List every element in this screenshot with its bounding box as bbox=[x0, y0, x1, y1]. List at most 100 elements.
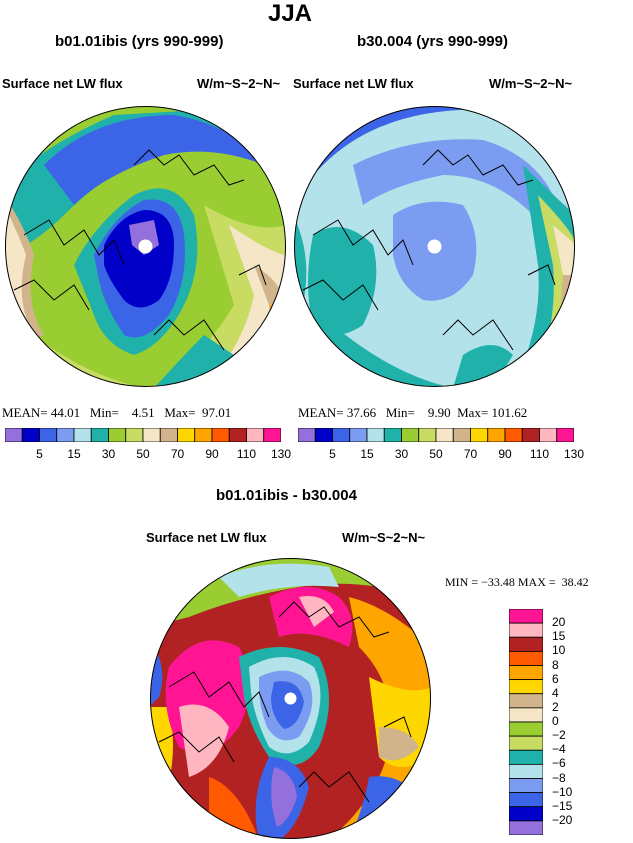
colorbar-swatch bbox=[142, 428, 161, 442]
colorbar-tick-label: 5 bbox=[36, 447, 43, 461]
colorbar-swatch bbox=[556, 428, 574, 442]
colorbar-difference bbox=[509, 609, 543, 835]
min-label: MIN = bbox=[445, 575, 479, 589]
colorbar-swatch bbox=[509, 622, 543, 638]
colorbar-tick-label: −2 bbox=[552, 728, 566, 743]
colorbar-swatch bbox=[509, 792, 543, 808]
colorbar-tick-label: 30 bbox=[101, 447, 116, 461]
colorbar-swatch bbox=[159, 428, 178, 442]
colorbar-swatch bbox=[509, 721, 543, 737]
min-label: Min= bbox=[89, 405, 119, 420]
panel-2-units: W/m~S~2~N~ bbox=[489, 76, 573, 91]
max-label: Max= bbox=[164, 405, 196, 420]
colorbar-swatch bbox=[509, 679, 543, 695]
colorbar-swatch bbox=[366, 428, 385, 442]
mean-value: 44.01 bbox=[50, 405, 81, 420]
colorbar-swatch bbox=[418, 428, 437, 442]
colorbar-swatch bbox=[509, 707, 543, 723]
colorbar-swatch bbox=[39, 428, 58, 442]
polar-map-1 bbox=[5, 106, 286, 387]
colorbar-swatch bbox=[509, 778, 543, 794]
difference-minmax: MIN = −33.48 MAX = 38.42 bbox=[445, 575, 589, 590]
colorbar-swatch bbox=[73, 428, 92, 442]
colorbar-tick-label: 15 bbox=[360, 447, 374, 461]
colorbar-1 bbox=[5, 428, 281, 442]
figure-title: JJA bbox=[267, 0, 313, 27]
panel-2-variable: Surface net LW flux bbox=[293, 76, 414, 91]
colorbar-swatch bbox=[504, 428, 523, 442]
difference-title: b01.01ibis - b30.004 bbox=[216, 487, 357, 504]
colorbar-swatch bbox=[487, 428, 506, 442]
min-value: 4.51 bbox=[131, 405, 155, 420]
colorbar-swatch bbox=[509, 820, 543, 835]
colorbar-tick-label: 110 bbox=[529, 447, 550, 461]
colorbar-swatch bbox=[108, 428, 127, 442]
colorbar-swatch bbox=[125, 428, 144, 442]
colorbar-tick-label: −8 bbox=[552, 770, 566, 785]
colorbar-swatch bbox=[509, 636, 543, 652]
min-label: Min= bbox=[385, 405, 415, 420]
mean-label: MEAN= bbox=[2, 405, 48, 420]
colorbar-tick-label: 110 bbox=[236, 447, 257, 461]
colorbar-tick-label: 70 bbox=[463, 447, 478, 461]
colorbar-swatch bbox=[383, 428, 402, 442]
colorbar-tick-label: 0 bbox=[552, 714, 559, 728]
colorbar-tick-label: 90 bbox=[205, 447, 219, 461]
colorbar-tick-label: 70 bbox=[170, 447, 185, 461]
colorbar-swatch bbox=[509, 609, 543, 624]
colorbar-swatch bbox=[90, 428, 109, 442]
difference-variable: Surface net LW flux bbox=[146, 530, 267, 545]
colorbar-swatch bbox=[509, 806, 543, 822]
colorbar-swatch bbox=[401, 428, 420, 442]
colorbar-swatch bbox=[332, 428, 351, 442]
colorbar-tick-label: 20 bbox=[552, 615, 566, 630]
max-label: Max= bbox=[457, 405, 489, 420]
colorbar-swatch bbox=[246, 428, 265, 442]
min-value: 9.90 bbox=[427, 405, 451, 420]
panel-1-title: b01.01ibis (yrs 990-999) bbox=[55, 33, 224, 50]
colorbar-tick-label: 8 bbox=[552, 657, 559, 672]
colorbar-swatch bbox=[263, 428, 281, 442]
colorbar-swatch bbox=[470, 428, 489, 442]
colorbar-swatch bbox=[314, 428, 333, 442]
colorbar-swatch bbox=[435, 428, 454, 442]
mean-value: 37.66 bbox=[346, 405, 377, 420]
colorbar-tick-label: 90 bbox=[498, 447, 512, 461]
colorbar-swatch bbox=[509, 650, 543, 666]
colorbar-tick-label: 5 bbox=[329, 447, 336, 461]
colorbar-tick-label: −20 bbox=[552, 812, 573, 827]
colorbar-swatch bbox=[509, 735, 543, 751]
panel-1-units: W/m~S~2~N~ bbox=[197, 76, 281, 91]
panel-2-stats: MEAN= 37.66 Min= 9.90 Max= 101.62 bbox=[298, 405, 527, 421]
colorbar-2 bbox=[298, 428, 574, 442]
colorbar-tick-label: −15 bbox=[552, 798, 573, 813]
colorbar-tick-label: −4 bbox=[552, 742, 566, 757]
colorbar-swatch bbox=[228, 428, 247, 442]
panel-1-stats: MEAN= 44.01 Min= 4.51 Max= 97.01 bbox=[2, 405, 231, 421]
max-value: 97.01 bbox=[202, 405, 232, 420]
colorbar-tick-label: 15 bbox=[67, 447, 81, 461]
colorbar-tick-label: 50 bbox=[136, 447, 150, 461]
colorbar-swatch bbox=[539, 428, 558, 442]
colorbar-tick-label: 2 bbox=[552, 699, 559, 714]
colorbar-tick-label: 130 bbox=[563, 447, 585, 461]
colorbar-swatch bbox=[298, 428, 316, 442]
difference-units: W/m~S~2~N~ bbox=[342, 530, 426, 545]
polar-map-2 bbox=[294, 106, 575, 387]
colorbar-swatch bbox=[349, 428, 368, 442]
panel-1-variable: Surface net LW flux bbox=[2, 76, 123, 91]
min-value: −33.48 bbox=[481, 575, 515, 589]
max-value: 38.42 bbox=[561, 575, 589, 589]
colorbar-swatch bbox=[5, 428, 23, 442]
colorbar-swatch bbox=[194, 428, 213, 442]
colorbar-tick-label: 6 bbox=[552, 671, 559, 686]
colorbar-tick-label: −6 bbox=[552, 756, 566, 771]
max-label: MAX = bbox=[517, 575, 556, 589]
colorbar-swatch bbox=[452, 428, 471, 442]
colorbar-tick-label: −10 bbox=[552, 784, 573, 799]
colorbar-tick-label: 130 bbox=[270, 447, 292, 461]
colorbar-swatch bbox=[509, 749, 543, 765]
colorbar-tick-label: 4 bbox=[552, 685, 559, 700]
colorbar-swatch bbox=[509, 763, 543, 779]
colorbar-swatch bbox=[211, 428, 230, 442]
